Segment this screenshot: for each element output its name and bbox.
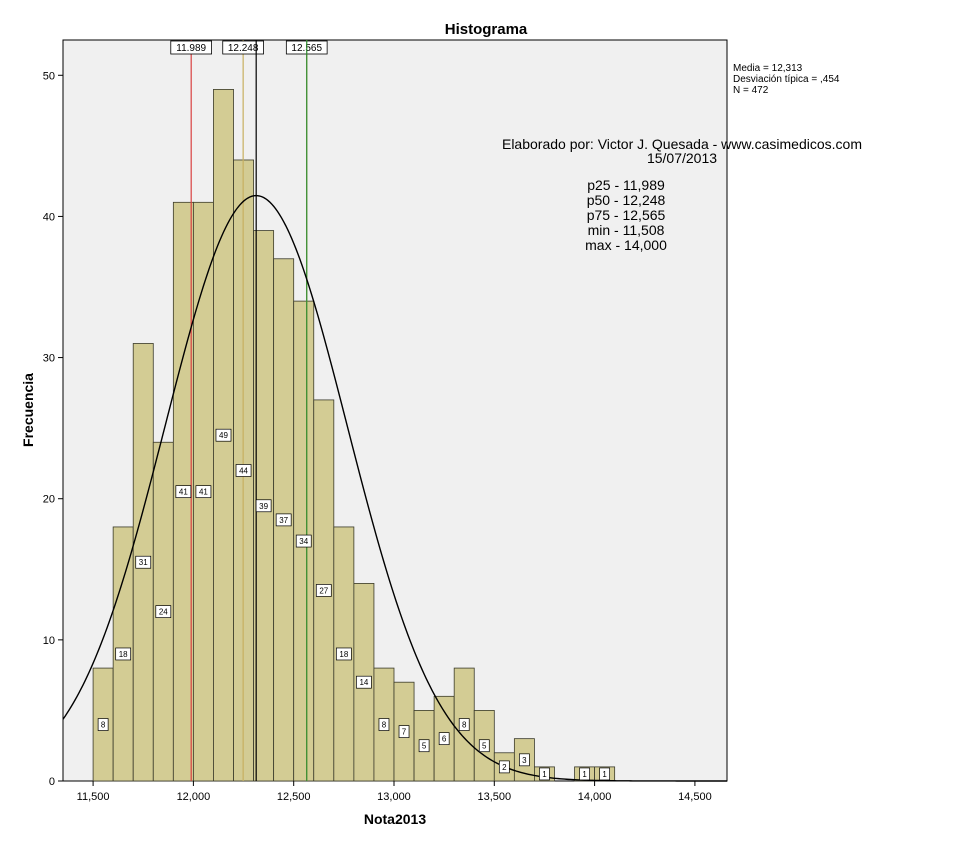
bar-label-box bbox=[115, 647, 132, 661]
reference-lines-group: 11.989 12.248 12.565 bbox=[170, 40, 328, 781]
bar-label-box bbox=[295, 534, 312, 548]
bar-value-label: 1 bbox=[582, 770, 587, 779]
annotation-author: Elaborado por: Victor J. Quesada - www.c… bbox=[502, 136, 862, 152]
bar-label-box bbox=[599, 767, 610, 781]
x-tick-label: 12,000 bbox=[177, 791, 211, 803]
bar-value-label: 5 bbox=[422, 742, 427, 751]
y-tick-label: 50 bbox=[43, 70, 55, 82]
y-tick-label: 40 bbox=[43, 211, 55, 223]
bar-value-label: 39 bbox=[259, 502, 268, 511]
bar-label-box bbox=[539, 767, 550, 781]
bar-label-box bbox=[498, 760, 510, 774]
x-tick-label: 13,500 bbox=[477, 791, 511, 803]
normal-curve-group bbox=[62, 194, 727, 782]
reference-line-label: 12.248 bbox=[228, 43, 259, 54]
annotation-p75: p75 - 12,565 bbox=[587, 207, 666, 223]
bar-value-label: 7 bbox=[402, 728, 407, 737]
bar-value-label: 8 bbox=[462, 721, 467, 730]
annotation-date: 15/07/2013 bbox=[647, 150, 717, 166]
x-tick-label: 11,500 bbox=[77, 791, 110, 803]
annotation-min: min - 11,508 bbox=[588, 222, 665, 238]
x-tick-label: 14,000 bbox=[578, 791, 612, 803]
reference-line-label: 11.989 bbox=[176, 43, 206, 54]
bar-value-label: 44 bbox=[239, 466, 248, 475]
bar-label-box bbox=[255, 499, 272, 513]
bar-label-box bbox=[215, 428, 232, 442]
bar-label-box bbox=[195, 485, 212, 499]
bar-value-label: 31 bbox=[139, 558, 148, 567]
bar-label-box bbox=[135, 555, 152, 569]
stats-box: Media = 12,313 Desviación típica = ,454 … bbox=[733, 63, 840, 96]
bar-label-box bbox=[418, 739, 430, 753]
x-tick-label: 12,500 bbox=[277, 791, 311, 803]
y-tick-label: 10 bbox=[43, 635, 55, 647]
bar-label-box bbox=[438, 732, 450, 746]
x-tick-label: 13,000 bbox=[377, 791, 411, 803]
bar-label-box bbox=[378, 718, 390, 731]
bar-value-label: 18 bbox=[119, 650, 128, 659]
bar-label-box bbox=[579, 767, 590, 781]
stats-line-mean: Media = 12,313 bbox=[733, 63, 803, 74]
bar-label-box bbox=[519, 753, 530, 767]
bar-value-label: 1 bbox=[602, 770, 607, 779]
bar-label-box bbox=[356, 675, 372, 689]
y-tick-label: 20 bbox=[43, 494, 55, 506]
bar-label-box bbox=[458, 718, 470, 731]
annotation-p25: p25 - 11,989 bbox=[587, 177, 665, 193]
bar-label-box bbox=[155, 605, 172, 618]
reference-line-label-box bbox=[222, 40, 264, 55]
bar-value-label: 1 bbox=[542, 770, 547, 779]
bar-value-label: 49 bbox=[219, 431, 228, 440]
bar-label-box bbox=[478, 739, 490, 753]
x-axis-label: Nota2013 bbox=[364, 811, 426, 827]
bar-value-label: 41 bbox=[199, 488, 208, 497]
bar-value-label: 6 bbox=[442, 735, 447, 744]
annotation-max: max - 14,000 bbox=[585, 237, 667, 253]
bar-value-label: 8 bbox=[101, 721, 106, 730]
bar-value-label: 5 bbox=[482, 742, 487, 751]
annotation-p50: p50 - 12,248 bbox=[587, 192, 666, 208]
bar-value-label: 2 bbox=[502, 763, 507, 772]
bar-label-box bbox=[275, 513, 292, 527]
y-tick-label: 0 bbox=[49, 776, 55, 788]
bar-label-box bbox=[398, 725, 410, 738]
stats-line-sd: Desviación típica = ,454 bbox=[733, 74, 840, 85]
x-tick-label: 14,500 bbox=[678, 791, 712, 803]
axes-group: 0 10 20 30 40 50 11,500 12,000 12,500 13,000 13,50… bbox=[43, 70, 712, 803]
bar-value-label: 24 bbox=[159, 608, 168, 617]
y-axis-label: Frecuencia bbox=[20, 373, 36, 447]
bar-label-box bbox=[235, 464, 252, 477]
bar-value-label: 37 bbox=[279, 516, 288, 525]
bar-value-label: 27 bbox=[319, 586, 328, 595]
bar-value-label: 41 bbox=[179, 488, 188, 497]
reference-line-label-box bbox=[170, 40, 212, 55]
bar-label-box bbox=[97, 718, 109, 731]
bar-label-box bbox=[175, 485, 192, 499]
bar-value-label: 3 bbox=[522, 756, 527, 765]
bar-label-box bbox=[315, 584, 332, 597]
chart-title: Histograma bbox=[445, 21, 528, 38]
normal-curve bbox=[62, 194, 727, 782]
bar-value-label: 18 bbox=[339, 650, 348, 659]
stats-line-n: N = 472 bbox=[733, 85, 769, 96]
bar-value-label: 8 bbox=[382, 721, 387, 730]
bar-value-label: 34 bbox=[299, 537, 308, 546]
bar-value-label: 14 bbox=[359, 678, 368, 687]
y-tick-label: 30 bbox=[43, 353, 55, 365]
bar-label-box bbox=[335, 647, 352, 661]
annotation-block: Elaborado por: Victor J. Quesada - www.c… bbox=[502, 136, 862, 253]
